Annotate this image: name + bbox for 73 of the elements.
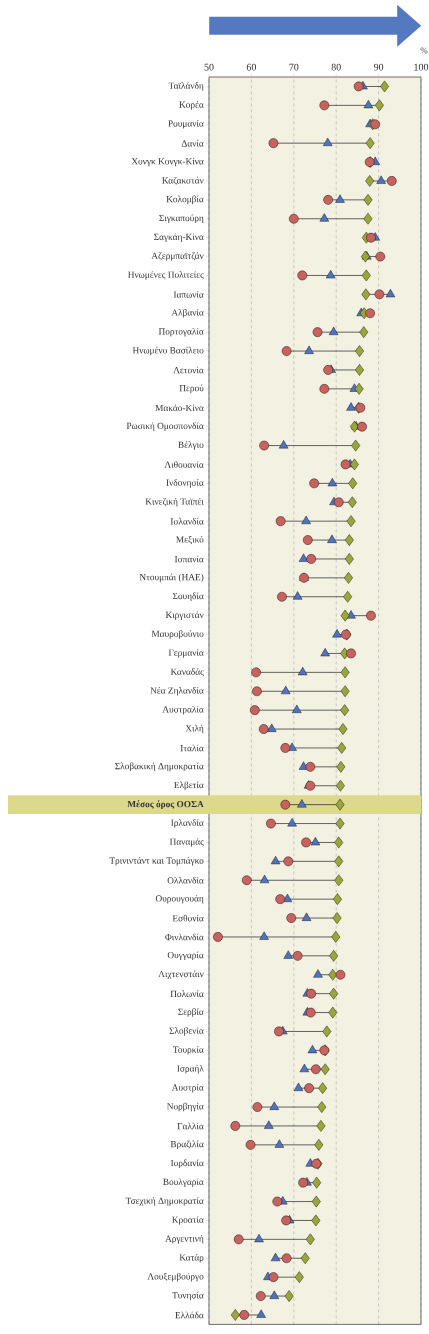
y-tick-label: Ιταλία — [180, 744, 204, 752]
y-tick-label: Μακάο-Κίνα — [155, 404, 204, 412]
y-tick-label: Κινεζική Ταϊπέι — [145, 498, 204, 507]
y-tick-label: Ισπανία — [174, 555, 204, 563]
y-tick-label: Σιγκαπούρη — [159, 214, 204, 224]
y-tick-label: Κιργιστάν — [165, 611, 204, 620]
y-tick-label: Λιχτενστάιν — [158, 970, 204, 980]
y-tick-label: Σαγκάη-Κίνα — [154, 233, 204, 242]
x-tick-label: 70 — [289, 63, 299, 71]
y-tick-label: Κορέα — [179, 101, 204, 110]
y-tick-label: Πολωνία — [170, 990, 204, 997]
y-tick-label: Ρουμανία — [168, 120, 204, 129]
y-tick-label: Λουξεμβούργο — [147, 1272, 204, 1282]
y-tick-label: Σουηδία — [172, 592, 204, 602]
y-tick-label: Βουλγαρία — [163, 1178, 204, 1187]
y-tick-label: Νέα Ζηλανδία — [150, 686, 204, 696]
y-tick-label: Χονγκ Κονγκ-Κίνα — [131, 157, 204, 167]
y-tick-label: Ινδονησία — [166, 479, 204, 488]
y-tick-label: Χιλή — [185, 724, 204, 734]
y-tick-label: Ρωσική Ομοσπονδία — [126, 422, 204, 431]
y-tick-label: Πορτογαλία — [158, 327, 204, 337]
y-tick-label: Καναδάς — [170, 668, 204, 677]
y-tick-label: Ηνωμένο Βασίλειο — [132, 346, 204, 356]
y-tick-label: Αλβανία — [171, 309, 204, 318]
x-tick-label: 100 — [414, 63, 429, 71]
y-tick-label: Μαυροβούνιο — [151, 630, 204, 639]
y-tick-label: Σλοβενία — [169, 1027, 204, 1036]
y-tick-label: Αυστρία — [171, 1083, 204, 1093]
y-tick-label: Γερμανία — [168, 649, 204, 658]
y-tick-label: Ταϊλάνδη — [168, 82, 204, 91]
y-tick-label: Δανία — [181, 139, 204, 147]
y-tick-label: Κροατία — [172, 1216, 204, 1225]
y-tick-label: Καζακστάν — [162, 176, 204, 186]
x-tick-label: 80 — [331, 63, 341, 71]
y-tick-label: Λετονία — [173, 366, 204, 374]
y-tick-label: Τσεχική Δημοκρατία — [125, 1197, 204, 1206]
x-tick-label: 50 — [204, 63, 214, 71]
y-tick-label: Αζερμπαϊτζάν — [151, 252, 204, 261]
y-tick-label: Παναμάς — [169, 838, 204, 847]
x-tick-label: 90 — [373, 63, 384, 71]
y-tick-label: Ισλανδία — [170, 517, 204, 525]
y-tick-label: Ολλανδία — [167, 876, 204, 884]
y-tick-label: Μεξικό — [176, 535, 204, 545]
y-tick-label: Ιρλανδία — [171, 819, 204, 828]
x-tick-label: 60 — [246, 63, 257, 71]
y-tick-label: Περού — [179, 384, 204, 394]
y-tick-label: Σερβία — [178, 1008, 204, 1017]
y-tick-label: Τυνησία — [172, 1291, 204, 1301]
y-tick-label: Σλοβακική Δημοκρατία — [115, 762, 204, 772]
y-tick-label: Ιορδανία — [170, 1159, 204, 1169]
y-tick-label: Αυστραλία — [162, 705, 204, 715]
y-tick-label: Βέλγιο — [178, 441, 204, 450]
y-tick-label: Ουρουγουάη — [155, 894, 204, 904]
y-tick-label: Ουγγαρία — [167, 951, 204, 961]
x-axis-title: % — [420, 47, 428, 54]
y-tick-label: Λιθουανία — [164, 461, 204, 468]
y-tick-label: Κατάρ — [179, 1253, 204, 1263]
y-tick-label: Νορβηγία — [166, 1102, 204, 1112]
y-tick-label: Ελβετία — [174, 781, 204, 791]
y-tick-label: Τουρκία — [172, 1046, 204, 1055]
y-tick-label: Ηνωμένες Πολιτείες — [128, 271, 204, 280]
y-tick-label: Αργεντινή — [165, 1235, 204, 1244]
y-tick-label: Φινλανδία — [165, 933, 204, 941]
y-tick-label: Βραζιλία — [170, 1140, 204, 1150]
y-tick-label: Ντουμπάι (ΗΑΕ) — [139, 573, 204, 583]
y-tick-label: Μέσος όρος ΟΟΣΑ — [127, 800, 204, 810]
y-tick-label: Ελλάδα — [175, 1311, 204, 1319]
y-tick-label: Ιαπωνία — [173, 291, 204, 298]
y-tick-label: Τρινιντάντ και Τομπάγκο — [109, 857, 204, 866]
y-tick-label: Εσθονία — [172, 914, 204, 922]
y-tick-label: Κολομβία — [166, 195, 204, 205]
y-tick-label: Γαλλία — [177, 1122, 204, 1130]
y-tick-label: Ισραήλ — [177, 1064, 204, 1074]
